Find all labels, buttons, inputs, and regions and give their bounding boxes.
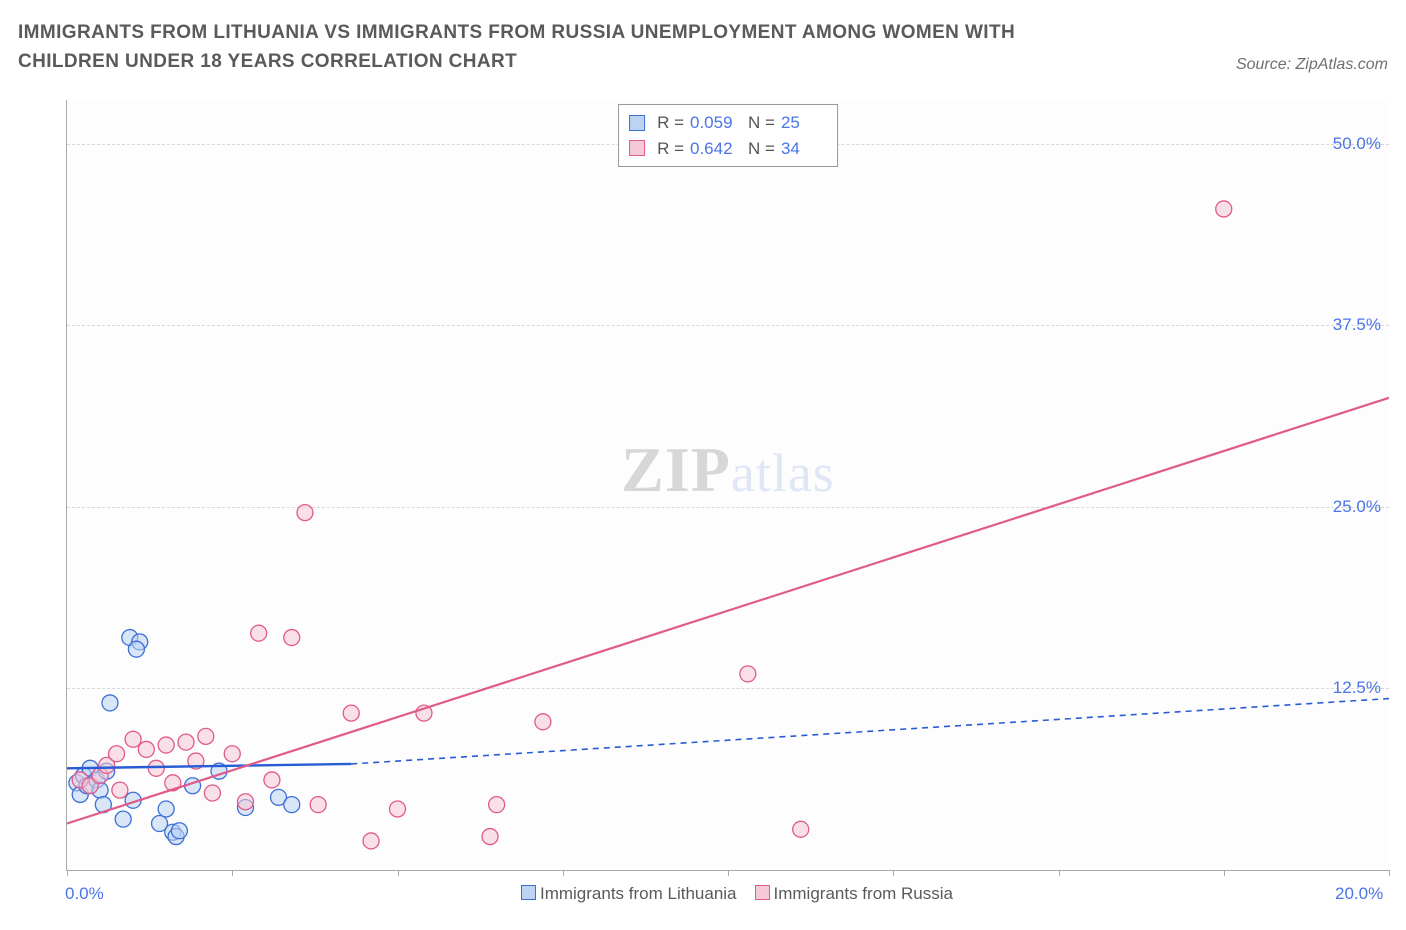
data-point [171,823,187,839]
legend-r-value: 0.059 [690,110,736,136]
data-point [297,505,313,521]
data-point [284,630,300,646]
data-point [102,695,118,711]
data-point [178,734,194,750]
data-point [535,714,551,730]
legend-n-value: 25 [781,110,827,136]
data-point [158,801,174,817]
data-point [1216,201,1232,217]
x-tick [67,870,68,876]
x-tick-label: 0.0% [65,884,104,904]
data-point [310,797,326,813]
data-point [390,801,406,817]
legend-row: R = 0.642 N = 34 [629,136,827,162]
legend-r-label: R = [657,136,684,162]
data-point [264,772,280,788]
trend-line [67,398,1389,824]
x-tick [728,870,729,876]
data-point [363,833,379,849]
x-tick [893,870,894,876]
legend-row: R = 0.059 N = 25 [629,110,827,136]
legend-series-label: Immigrants from Lithuania [540,884,737,903]
correlation-legend: R = 0.059 N = 25 R = 0.642 N = 34 [618,104,838,167]
plot-svg [67,100,1389,870]
data-point [115,811,131,827]
chart-title: IMMIGRANTS FROM LITHUANIA VS IMMIGRANTS … [18,18,1118,77]
data-point [251,625,267,641]
data-point [148,760,164,776]
plot-region: ZIPatlas R = 0.059N = 25R = 0.642N = 34 … [66,100,1389,871]
legend-n-label: N = [748,110,775,136]
legend-swatch [629,140,645,156]
legend-swatch [629,115,645,131]
chart-area: Unemployment Among Women with Children U… [18,100,1388,910]
data-point [343,705,359,721]
x-tick [232,870,233,876]
x-tick [563,870,564,876]
legend-swatch [755,885,770,900]
x-tick [1059,870,1060,876]
data-point [489,797,505,813]
trend-line-extension [351,699,1389,764]
data-point [793,821,809,837]
x-tick [1224,870,1225,876]
legend-r-label: R = [657,110,684,136]
data-point [128,641,144,657]
x-tick [398,870,399,876]
data-point [740,666,756,682]
data-point [158,737,174,753]
legend-series-label: Immigrants from Russia [774,884,953,903]
series-legend: Immigrants from Lithuania Immigrants from… [67,884,1389,904]
data-point [125,731,141,747]
data-point [204,785,220,801]
data-point [138,741,154,757]
chart-header: IMMIGRANTS FROM LITHUANIA VS IMMIGRANTS … [18,18,1388,77]
data-point [284,797,300,813]
data-point [237,794,253,810]
data-point [482,829,498,845]
data-point [224,746,240,762]
source-label: Source: ZipAtlas.com [1236,56,1388,74]
x-tick-label: 20.0% [1335,884,1383,904]
data-point [198,728,214,744]
data-point [112,782,128,798]
data-point [109,746,125,762]
legend-n-value: 34 [781,136,827,162]
legend-r-value: 0.642 [690,136,736,162]
legend-swatch [521,885,536,900]
legend-n-label: N = [748,136,775,162]
x-tick [1389,870,1390,876]
